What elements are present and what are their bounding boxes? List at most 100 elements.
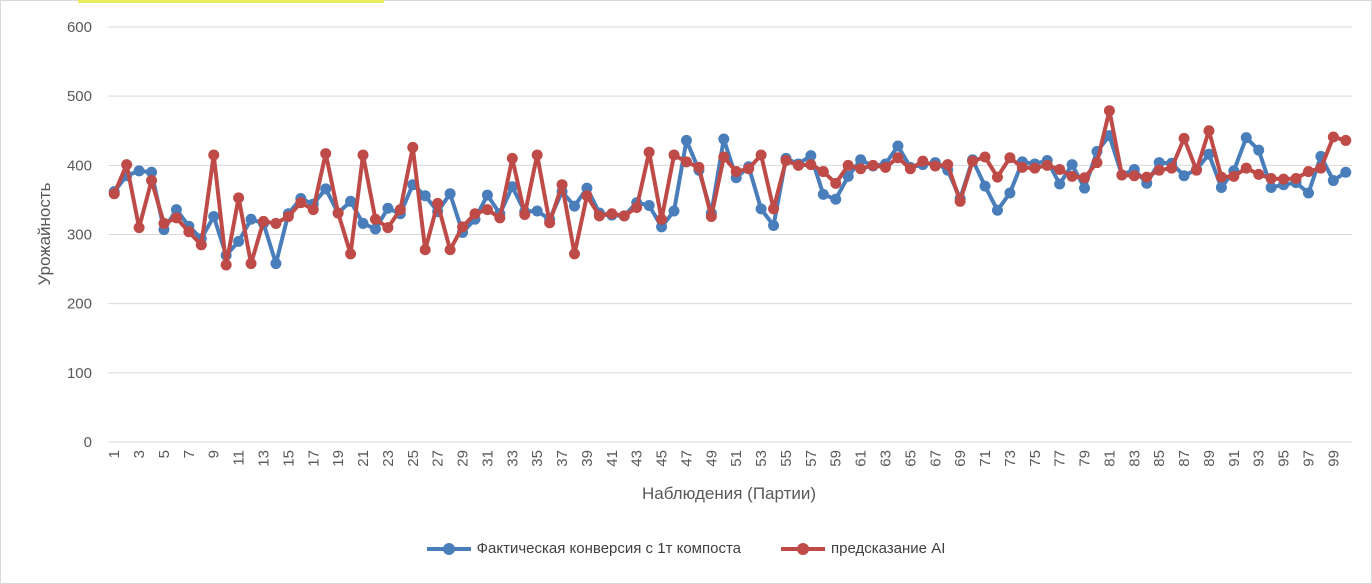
x-tick-label: 49 (703, 450, 720, 467)
data-point (1215, 181, 1227, 193)
data-point (1340, 166, 1352, 178)
data-point (1004, 152, 1016, 164)
data-point (755, 149, 767, 161)
data-point (170, 204, 182, 216)
data-point (1240, 162, 1252, 174)
data-point (419, 244, 431, 256)
selection-accent-bar (78, 0, 384, 3)
data-point (581, 182, 593, 194)
data-point (1327, 131, 1339, 143)
data-point (444, 188, 456, 200)
data-point (345, 195, 357, 207)
legend-item-actual: Фактическая конверсия с 1т компоста (426, 540, 741, 557)
x-tick-label: 77 (1052, 450, 1069, 467)
data-point (170, 212, 182, 224)
x-tick-label: 29 (455, 450, 472, 467)
data-point (1153, 164, 1165, 176)
data-point (494, 212, 506, 224)
data-point (382, 202, 394, 214)
data-point (357, 149, 369, 161)
data-point (1203, 125, 1215, 137)
data-point (208, 149, 220, 161)
data-point (569, 200, 580, 212)
data-point (867, 159, 879, 171)
data-point (1066, 159, 1078, 171)
x-tick-label: 73 (1002, 450, 1019, 467)
series-actual (108, 130, 1352, 270)
data-point (904, 163, 916, 175)
data-point (979, 151, 991, 163)
data-point (382, 222, 394, 234)
data-point (880, 161, 891, 173)
data-point (469, 208, 481, 220)
data-point (1315, 162, 1327, 174)
data-point (1016, 161, 1028, 173)
data-point (1265, 181, 1277, 193)
x-tick-label: 47 (678, 450, 695, 467)
data-point (332, 207, 344, 219)
data-point (830, 193, 842, 205)
data-point (1066, 170, 1078, 182)
data-point (345, 248, 357, 260)
data-point (979, 180, 991, 192)
data-point (643, 199, 655, 211)
data-point (481, 189, 493, 201)
data-point (1054, 178, 1066, 190)
x-tick-label: 27 (430, 450, 447, 467)
x-tick-label: 3 (131, 450, 148, 458)
data-point (792, 159, 804, 171)
data-point (1191, 164, 1202, 176)
data-point (457, 221, 469, 233)
x-tick-label: 41 (604, 450, 621, 467)
data-point (656, 213, 668, 225)
x-tick-label: 15 (280, 450, 297, 467)
data-point (1203, 148, 1215, 160)
legend-marker-ai (797, 542, 809, 555)
y-axis-title: Урожайность (35, 182, 54, 285)
series-ai-prediction (108, 105, 1352, 271)
x-tick-label: 79 (1077, 450, 1094, 467)
x-tick-label: 37 (554, 450, 571, 467)
legend: Фактическая конверсия с 1т компоста пред… (0, 540, 1372, 557)
data-point (991, 204, 1003, 216)
data-point (656, 221, 668, 233)
data-point (1253, 144, 1265, 156)
x-tick-label: 91 (1226, 450, 1243, 467)
x-tick-label: 13 (256, 450, 273, 467)
x-tick-label: 59 (828, 450, 845, 467)
data-point (631, 202, 643, 214)
x-tick-label: 51 (728, 450, 745, 467)
data-point (680, 134, 692, 146)
x-tick-label: 85 (1151, 450, 1168, 467)
x-tick-label: 81 (1101, 450, 1118, 467)
data-point (842, 159, 854, 171)
x-axis-ticks: 1 3 5 7 9 11 13 15 17 19 21 23 25 27 29 31 33 35 37 39 41 43 4… (106, 450, 1342, 467)
data-point (1327, 175, 1339, 187)
data-point (1116, 169, 1128, 181)
x-axis-title: Наблюдения (Партии) (642, 484, 816, 503)
data-point (942, 159, 954, 171)
y-tick-label: 500 (67, 88, 92, 105)
data-point (432, 197, 444, 209)
x-tick-label: 83 (1126, 450, 1143, 467)
data-point (146, 175, 158, 187)
data-point (1004, 187, 1016, 199)
data-point (1054, 163, 1066, 175)
x-tick-label: 97 (1300, 450, 1317, 467)
data-point (195, 239, 207, 251)
data-point (531, 205, 543, 217)
y-tick-label: 0 (84, 434, 92, 451)
x-tick-label: 45 (654, 450, 671, 467)
data-point (506, 152, 518, 164)
x-tick-label: 17 (305, 450, 322, 467)
x-tick-label: 55 (778, 450, 795, 467)
legend-swatch-ai (781, 542, 825, 556)
data-point (693, 161, 705, 173)
data-point (929, 160, 941, 172)
x-tick-label: 95 (1276, 450, 1293, 467)
x-tick-label: 57 (803, 450, 820, 467)
x-tick-label: 19 (330, 450, 347, 467)
data-point (855, 163, 867, 175)
data-point (1265, 172, 1277, 184)
data-point (519, 208, 531, 220)
